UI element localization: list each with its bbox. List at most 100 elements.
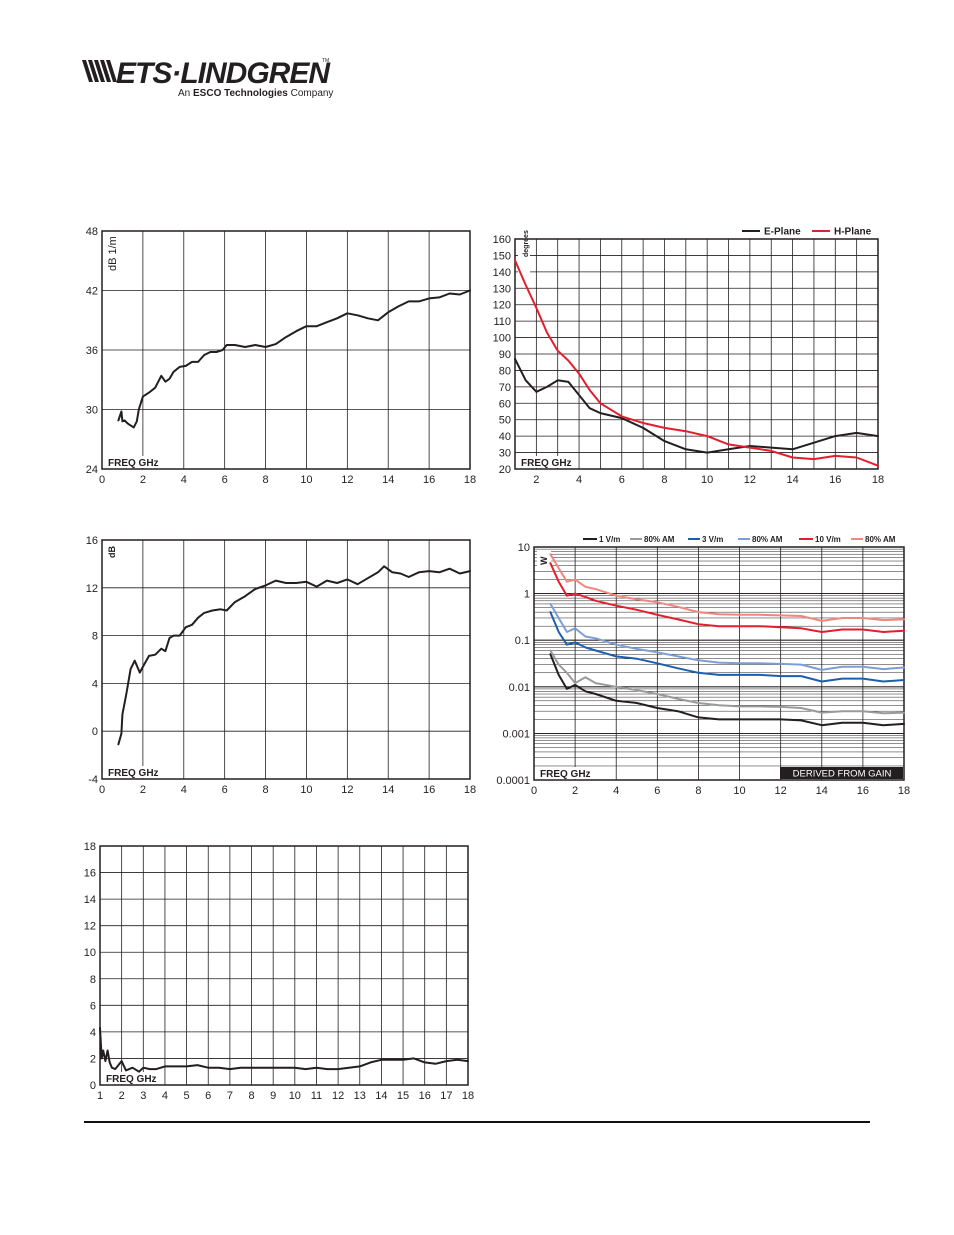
x-tick-label: 1 xyxy=(97,1090,103,1102)
vswr-y-tick-labels: 0 2 4 6 8 10 12 14 16 18 xyxy=(84,841,96,1092)
y-tick-label: 10 xyxy=(84,947,96,959)
power-y-axis-label: W xyxy=(539,556,549,565)
x-tick-label: 2 xyxy=(533,474,539,486)
x-tick-label: 6 xyxy=(222,784,228,796)
gain-grid xyxy=(102,540,470,779)
y-tick-label: 150 xyxy=(493,250,511,262)
antenna-factor-series-line-0 xyxy=(117,289,471,429)
beamwidth-y-tick-labels: 20 30 40 50 60 70 80 90 100 110 120 130 140 150 160 xyxy=(493,234,511,476)
power-x-axis-label: FREQ GHz xyxy=(540,769,591,780)
x-tick-label: 4 xyxy=(181,474,187,486)
y-tick-label: -4 xyxy=(88,774,98,786)
x-tick-label: 6 xyxy=(222,474,228,486)
x-tick-label: 12 xyxy=(744,474,756,486)
x-tick-label: 10 xyxy=(300,784,312,796)
gain-plot-frame xyxy=(101,539,471,780)
y-tick-label: 110 xyxy=(493,316,511,328)
x-tick-label: 6 xyxy=(205,1090,211,1102)
x-tick-label: 18 xyxy=(898,785,910,797)
power-x-tick-labels: 0 2 4 6 8 10 12 14 16 18 xyxy=(531,785,910,797)
legend-label: 1 V/m xyxy=(599,535,620,544)
x-tick-label: 4 xyxy=(576,474,582,486)
y-tick-label: 16 xyxy=(86,535,98,547)
tagline-suffix: Company xyxy=(288,88,334,99)
x-tick-label: 16 xyxy=(857,785,869,797)
logo-brand: ETS·LINDGREN xyxy=(116,57,331,90)
beamwidth-series-line-0 xyxy=(514,357,879,454)
x-tick-label: 6 xyxy=(654,785,660,797)
beamwidth-series-line-1 xyxy=(514,259,879,467)
y-tick-label: 14 xyxy=(84,894,96,906)
y-tick-label: 8 xyxy=(90,974,96,986)
x-tick-label: 4 xyxy=(162,1090,168,1102)
beamwidth-x-axis-label: FREQ GHz xyxy=(521,458,572,469)
legend-label: E-Plane xyxy=(764,227,801,238)
beamwidth-series xyxy=(514,259,879,467)
x-tick-label: 14 xyxy=(382,784,394,796)
x-tick-label: 18 xyxy=(462,1090,474,1102)
vswr-series-line-0 xyxy=(99,1026,469,1073)
power-xlabel-bg xyxy=(538,767,596,779)
y-tick-label: 12 xyxy=(84,921,96,933)
x-tick-label: 5 xyxy=(184,1090,190,1102)
x-tick-label: 12 xyxy=(341,474,353,486)
vswr-plot-frame xyxy=(99,845,469,1086)
power-grid xyxy=(534,547,904,780)
y-tick-label: 4 xyxy=(92,678,98,690)
x-tick-label: 0 xyxy=(531,785,537,797)
ets-lindgren-logo: ETS·LINDGREN TM An ESCO Technologies Com… xyxy=(82,57,334,99)
x-tick-label: 0 xyxy=(99,474,105,486)
legend-label: H-Plane xyxy=(834,227,872,238)
y-tick-label: 160 xyxy=(493,234,511,246)
x-tick-label: 12 xyxy=(775,785,787,797)
vswr-series xyxy=(99,1026,469,1073)
y-tick-label: 0.01 xyxy=(509,682,530,694)
antenna-factor-plot-frame xyxy=(101,230,471,470)
x-tick-label: 14 xyxy=(375,1090,387,1102)
y-tick-label: 130 xyxy=(493,283,511,295)
power-series-line-0 xyxy=(549,653,905,727)
signal-waves-icon xyxy=(82,60,117,82)
y-tick-label: 50 xyxy=(499,415,511,427)
tagline-prefix: An xyxy=(178,88,193,99)
y-tick-label: 0.0001 xyxy=(496,775,530,787)
x-tick-label: 9 xyxy=(270,1090,276,1102)
x-tick-label: 8 xyxy=(661,474,667,486)
y-tick-label: 48 xyxy=(86,226,98,238)
y-tick-label: 90 xyxy=(499,349,511,361)
y-tick-label: 30 xyxy=(86,405,98,417)
x-tick-label: 17 xyxy=(440,1090,452,1102)
x-tick-label: 8 xyxy=(695,785,701,797)
gain-ylabel-bg xyxy=(105,543,119,563)
x-tick-label: 6 xyxy=(619,474,625,486)
power-series-line-4 xyxy=(549,562,905,633)
y-tick-label: 12 xyxy=(86,583,98,595)
gain-y-axis-label: dB xyxy=(107,546,117,558)
gain-x-axis-label: FREQ GHz xyxy=(108,768,159,779)
x-tick-label: 7 xyxy=(227,1090,233,1102)
x-tick-label: 10 xyxy=(300,474,312,486)
y-tick-label: 2 xyxy=(90,1053,96,1065)
x-tick-label: 2 xyxy=(140,784,146,796)
y-tick-label: 30 xyxy=(499,448,511,460)
y-tick-label: 100 xyxy=(493,333,511,345)
power-annotation-bg xyxy=(780,767,903,779)
antenna-factor-series xyxy=(117,289,471,429)
antenna-factor-ylabel-bg xyxy=(105,234,119,276)
x-tick-label: 8 xyxy=(262,784,268,796)
vswr-grid xyxy=(100,846,468,1085)
x-tick-label: 3 xyxy=(140,1090,146,1102)
x-tick-label: 10 xyxy=(733,785,745,797)
y-tick-label: 0.1 xyxy=(515,635,530,647)
y-tick-label: 42 xyxy=(86,286,98,298)
x-tick-label: 16 xyxy=(419,1090,431,1102)
antenna-factor-xlabel-bg xyxy=(106,456,164,468)
x-tick-label: 8 xyxy=(248,1090,254,1102)
gain-x-tick-labels: 0 2 4 6 8 10 12 14 16 18 xyxy=(99,784,476,796)
tagline-bold: ESCO Technologies xyxy=(193,88,288,99)
legend-label: 80% AM xyxy=(752,535,783,544)
antenna-factor-y-axis-label: dB 1/m xyxy=(107,236,119,271)
